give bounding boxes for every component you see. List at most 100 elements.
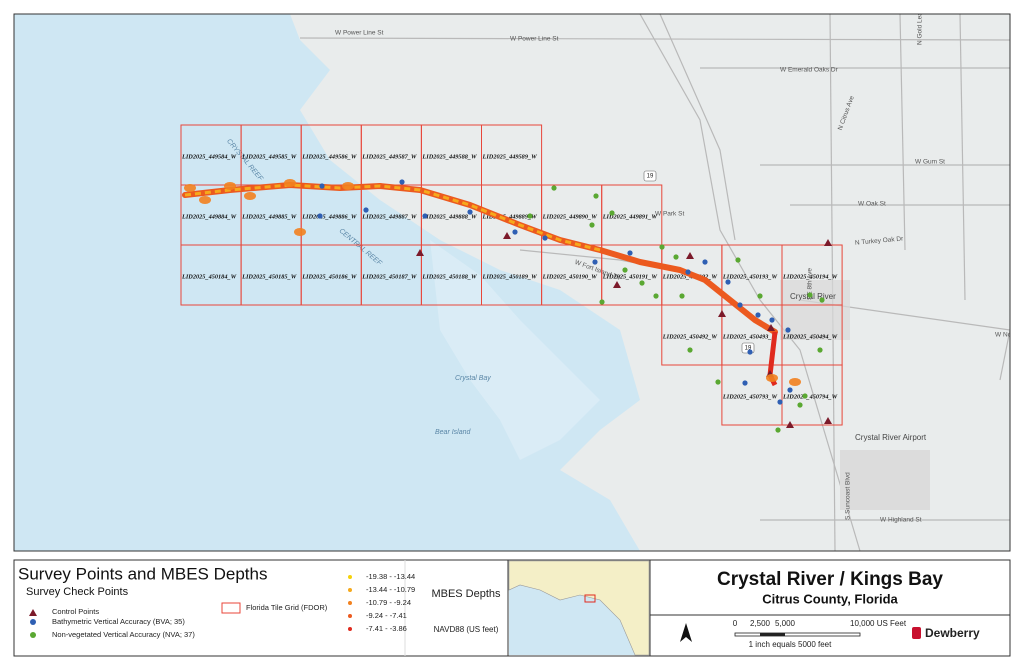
bva-point [592,259,598,265]
land [290,14,1010,551]
tile-label: LID2025_450185_W [241,273,297,280]
nva-point [687,347,693,353]
map-subtitle: Citrus County, Florida [762,591,898,606]
scale-label: 10,000 US Feet [850,619,907,628]
bva-point [399,179,405,185]
bva-point [319,183,325,189]
bva-symbol [30,619,36,625]
nva-point [609,210,615,216]
control-point [824,417,832,424]
mbes-cluster [199,196,211,204]
tile-label: LID2025_450188_W [421,273,477,280]
scale-bar [734,632,861,637]
route-shield-label: 19 [647,174,654,180]
map-title: Crystal River / Kings Bay [717,569,943,590]
depth-symbol [348,575,352,579]
road-label: N Gold Leaf Dr [917,1,924,45]
depth-class: -13.44 - -10.79 [366,585,415,594]
mbes-cluster [342,182,354,190]
bva-point [755,312,761,318]
nva-point [593,193,599,199]
nva-point [653,293,659,299]
nva-symbol [30,632,36,638]
water-label: Crystal Bay [455,375,491,382]
mbes-swath-shallow [184,183,601,252]
road [899,14,906,251]
tile-label: LID2025_450193_W [722,273,778,280]
route-shield [643,170,657,182]
depth-title: MBES Depths [431,588,501,600]
nva-point [797,402,803,408]
grid-symbol [221,602,241,614]
nva-point [673,254,679,260]
control-point [718,310,726,317]
depth-units: NAVD88 (US feet) [434,625,499,634]
mbes-cluster [766,374,778,382]
tile-label: LID2025_449890_W [542,213,598,220]
depth-symbol [348,614,352,618]
depth-symbol [348,588,352,592]
inset-land [508,560,650,656]
road-label: W Park St [655,211,684,218]
place-label: Crystal River Airport [855,433,927,442]
nva-point [639,280,645,286]
tile-label: LID2025_450191_W [602,273,658,280]
airport [840,450,930,510]
bva-point [685,269,691,275]
tile-label: LID2025_450187_W [361,273,417,280]
mbes-cluster [294,228,306,236]
place-label: Crystal River [790,292,836,301]
tile-label: LID2025_449884_W [181,213,237,220]
nva-point [735,257,741,263]
legend-title: Survey Points and MBES Depths [18,564,267,583]
road-label: N Turkey Oak Dr [855,235,905,246]
town-area [780,280,850,340]
control-point [416,249,424,256]
scale-label: 2,500 [750,619,771,628]
depth-symbol [348,627,352,631]
tile-label: LID2025_450184_W [181,273,237,280]
tile-label: LID2025_449587_W [361,153,417,160]
nva-point [551,185,557,191]
nva-point [659,244,665,250]
tile-label: LID2025_450194_W [782,273,838,280]
scale-caption: 1 inch equals 5000 feet [749,640,833,649]
road-label: SE 8th Ave [807,268,814,300]
roads [299,14,1010,551]
bva-point [785,327,791,333]
tile-label: LID2025_450794_W [782,393,838,400]
tile-label: LID2025_449589_W [482,153,538,160]
scale-label: 0 [733,619,738,628]
tile-label: LID2025_449885_W [241,213,297,220]
bva-point [627,250,633,256]
map-area: W Power Line St W Power Line St W Emerald … [14,1,1010,551]
tile-label: LID2025_450186_W [301,273,357,280]
route-shield-label: 19 [745,346,752,352]
bva-point [422,213,428,219]
nva-point [527,213,533,219]
nva-point [715,379,721,385]
road-label: W Highland St [880,517,922,524]
control-point [786,421,794,428]
tile-label: LID2025_450190_W [542,273,598,280]
road-label: W Oak St [858,201,886,208]
tile-label: LID2025_450493_W [722,333,778,340]
bva-point [702,259,708,265]
tile-label: LID2025_450494_W [782,333,838,340]
bva-point [769,317,775,323]
bva-point [737,302,743,308]
control-point [503,232,511,239]
road-label: W Gum St [915,159,945,166]
nva-point [589,222,595,228]
road [959,14,966,301]
control-point [767,324,775,331]
nva-point [679,293,685,299]
marsh [430,240,600,460]
tile-label: LID2025_450492_W [662,333,718,340]
bva-point [542,235,548,241]
control-point [686,252,694,259]
road-label: S Suncoast Blvd [845,472,852,520]
depth-class: -19.38 - -13.44 [366,572,415,581]
bva-point [742,380,748,386]
mbes-cluster [284,179,296,187]
